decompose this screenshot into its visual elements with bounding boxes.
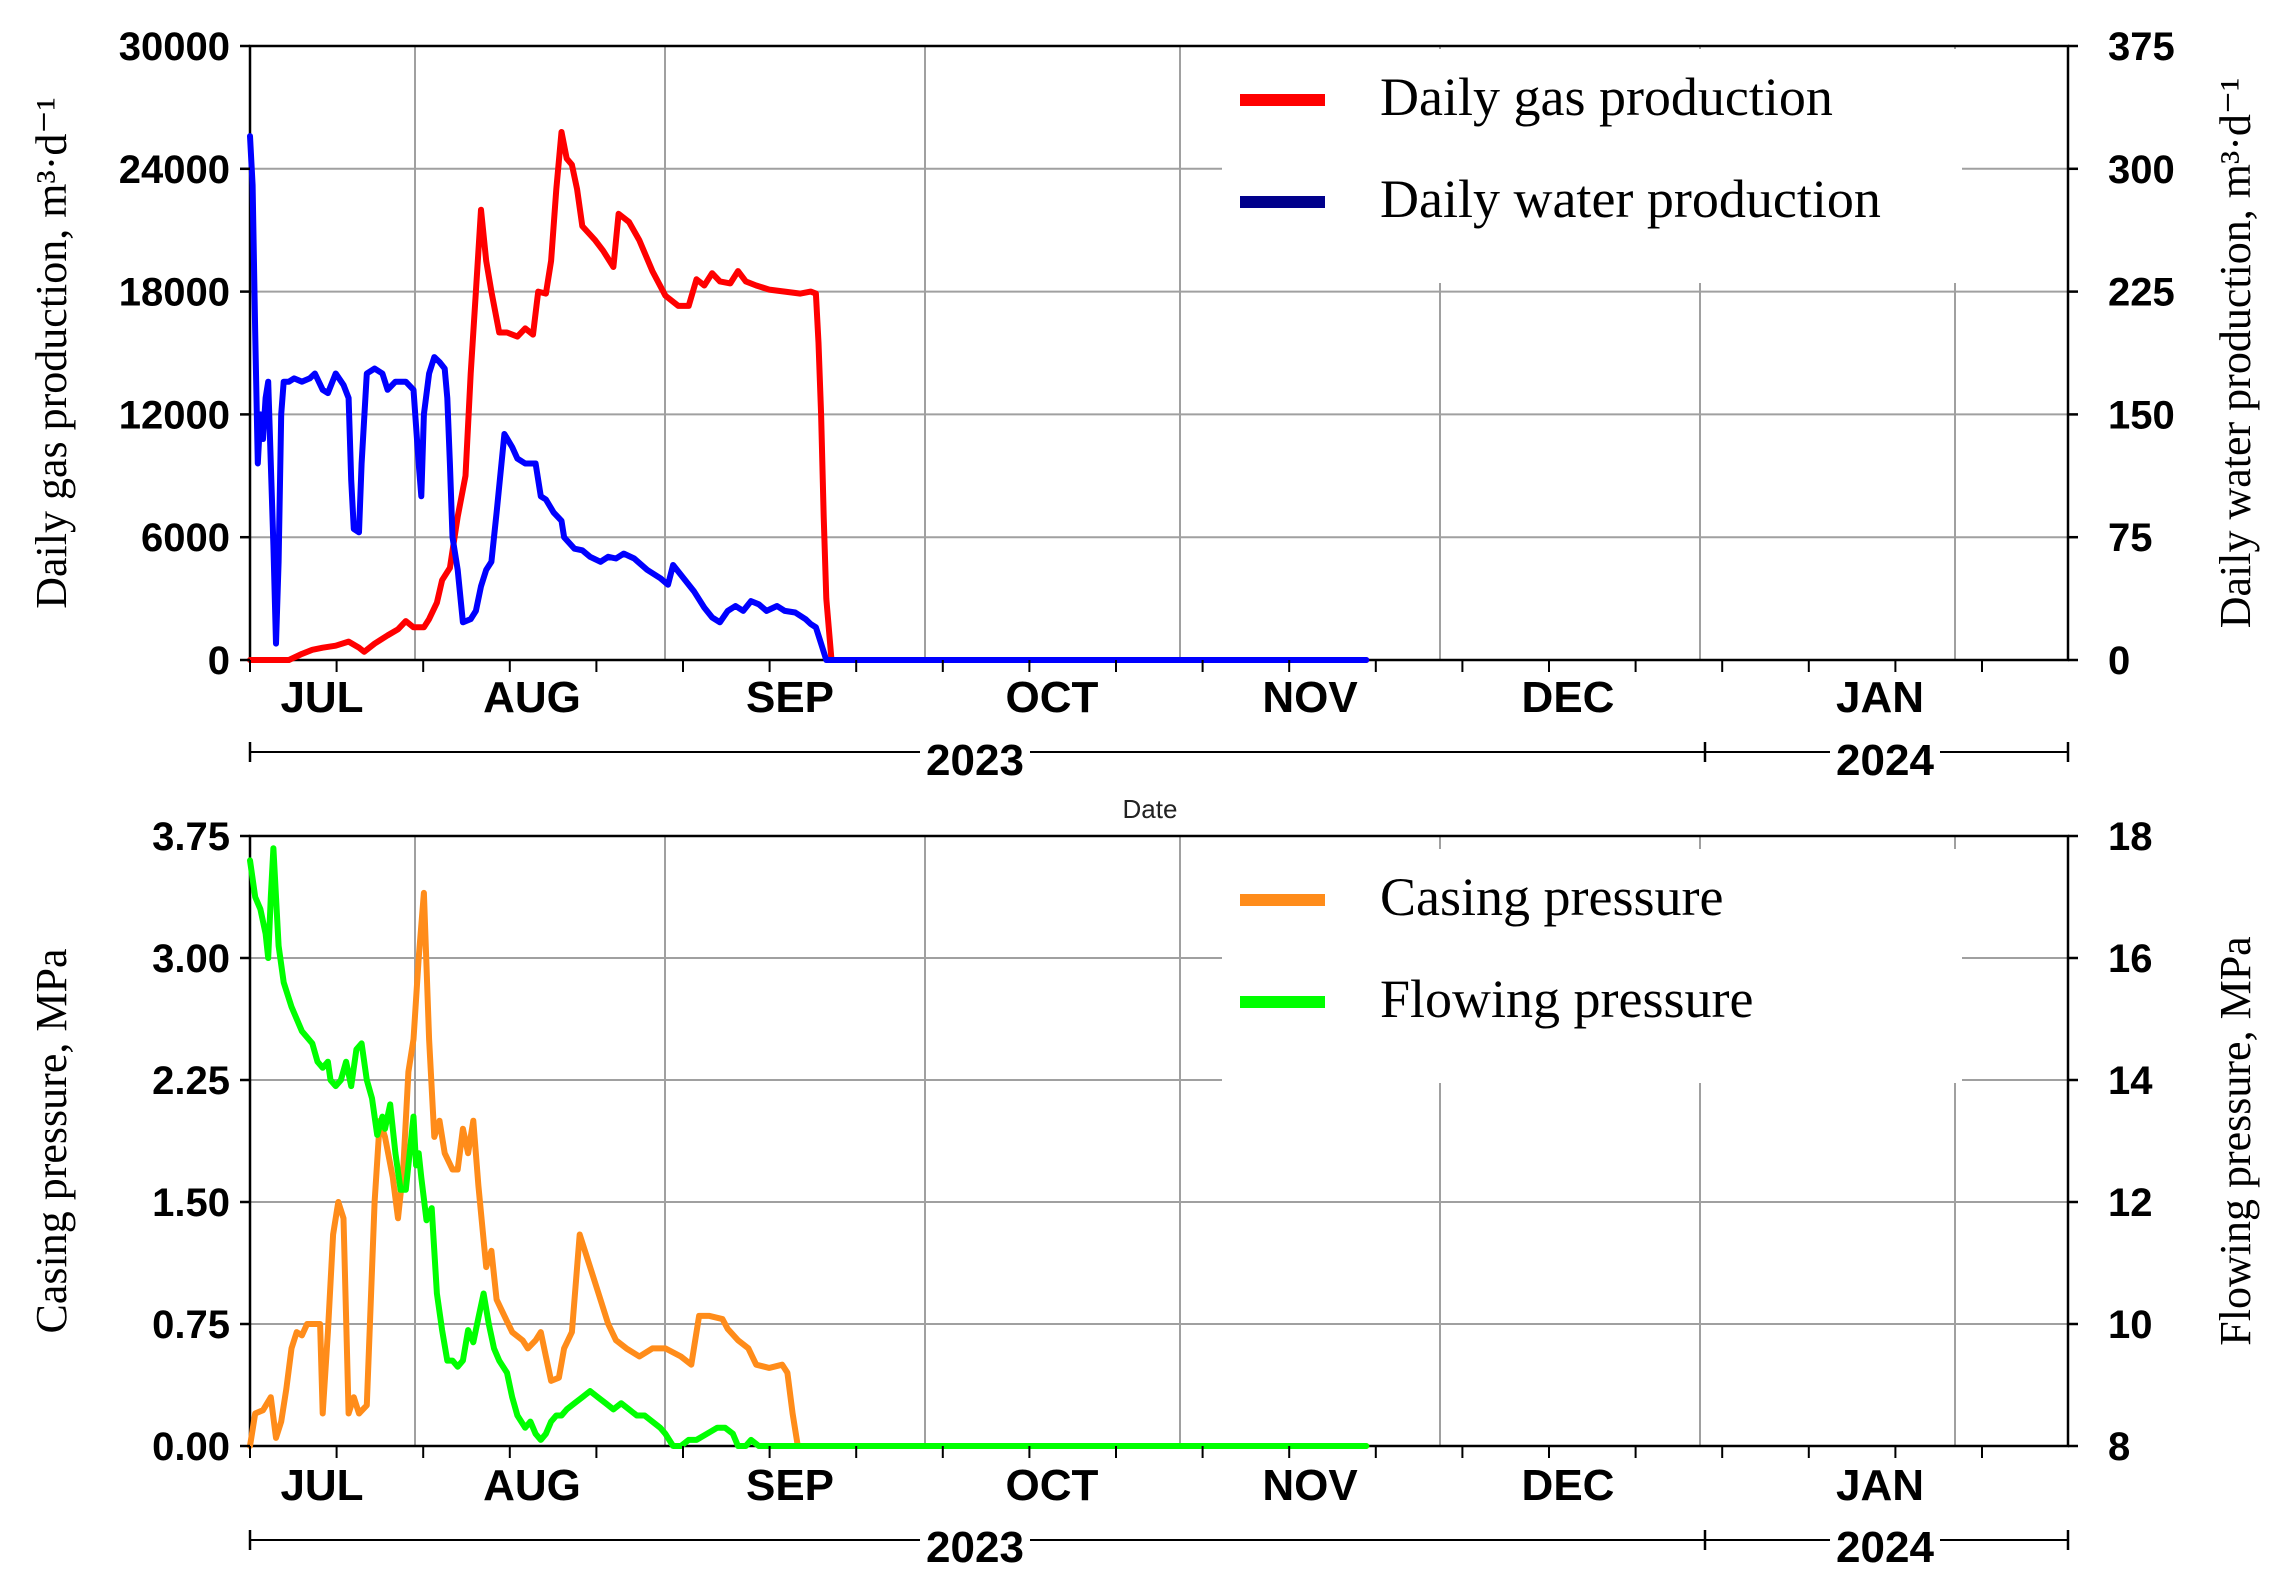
- y-tick-label: 0.00: [152, 1425, 230, 1469]
- casing-axis-ticks: 0.00 0.75 1.50 2.25 3.00 3.75: [152, 815, 250, 1469]
- pressure-series: [247, 845, 1370, 1449]
- month-tick-label: JAN: [1836, 673, 1924, 722]
- y2-tick-label: 8: [2108, 1425, 2130, 1469]
- legend-background: [1222, 49, 1962, 283]
- month-tick-label: AUG: [483, 1461, 581, 1510]
- y-tick-label: 0.75: [152, 1303, 230, 1347]
- month-tick-label: SEP: [746, 673, 834, 722]
- date-axis-caption: Date: [1123, 794, 1178, 824]
- month-tick-label: NOV: [1262, 1461, 1358, 1510]
- pressure-legend: Casing pressure Flowing pressure: [1222, 849, 1962, 1083]
- production-legend: Daily gas production Daily water producti…: [1222, 49, 1962, 283]
- month-tick-label: DEC: [1522, 1461, 1615, 1510]
- year-label: 2023: [926, 1523, 1024, 1572]
- pressure-date-axis: JUL AUG SEP OCT NOV DEC JAN 2023 2024: [248, 1446, 2070, 1572]
- month-tick-label: JUL: [280, 673, 363, 722]
- year-label-bg: [1830, 724, 1940, 774]
- production-date-axis: JUL AUG SEP OCT NOV DEC JAN 2023 2024: [248, 660, 2070, 785]
- y-tick-label: 2.25: [152, 1059, 230, 1103]
- gas-axis-ticks: 0 6000 12000 18000 24000 30000: [119, 25, 250, 683]
- y2-tick-label: 300: [2108, 148, 2175, 192]
- y-tick-label: 0: [208, 639, 230, 683]
- series-line-flowing-pressure: [247, 845, 1370, 1449]
- legend-background: [1222, 849, 1962, 1083]
- month-tick-label: OCT: [1006, 673, 1099, 722]
- y2-tick-label: 150: [2108, 393, 2175, 437]
- month-tick-label: OCT: [1006, 1461, 1099, 1510]
- y2-tick-label: 75: [2108, 516, 2153, 560]
- y2-tick-label: 12: [2108, 1181, 2153, 1225]
- y-tick-label: 30000: [119, 25, 230, 69]
- y-tick-label: 18000: [119, 271, 230, 315]
- y2-tick-label: 10: [2108, 1303, 2153, 1347]
- y2-tick-label: 0: [2108, 639, 2130, 683]
- month-tick-label: SEP: [746, 1461, 834, 1510]
- y2-tick-label: 18: [2108, 815, 2153, 859]
- year-label: 2024: [1836, 736, 1934, 785]
- y-tick-label: 12000: [119, 393, 230, 437]
- production-series: [247, 129, 1370, 663]
- series-line-casing-pressure: [247, 889, 1370, 1449]
- y-tick-label: 24000: [119, 148, 230, 192]
- water-axis-label: Daily water production, m³·d⁻¹: [2211, 78, 2260, 629]
- pressure-panel: 0.00 0.75 1.50 2.25 3.00 3.75 8 10 12 14 16 18 JUL…: [27, 815, 2260, 1572]
- water-axis-ticks: 0 75 150 225 300 375: [2068, 25, 2175, 683]
- casing-axis-label: Casing pressure, MPa: [27, 949, 76, 1334]
- production-panel: 0 6000 12000 18000 24000 30000 0 75 150 225 300 37…: [27, 25, 2260, 824]
- year-label-bg: [1830, 1512, 1940, 1562]
- y2-tick-label: 16: [2108, 937, 2153, 981]
- y-tick-label: 6000: [141, 516, 230, 560]
- y-tick-label: 1.50: [152, 1181, 230, 1225]
- legend-label: Flowing pressure: [1380, 969, 1753, 1029]
- y-tick-label: 3.75: [152, 815, 230, 859]
- flowing-axis-ticks: 8 10 12 14 16 18: [2068, 815, 2153, 1469]
- year-label: 2024: [1836, 1523, 1934, 1572]
- flowing-axis-label: Flowing pressure, MPa: [2211, 936, 2260, 1345]
- year-label-bg: [920, 1512, 1030, 1562]
- y-tick-label: 3.00: [152, 937, 230, 981]
- series-line-daily-gas-production: [247, 129, 1370, 663]
- year-label: 2023: [926, 736, 1024, 785]
- legend-label: Casing pressure: [1380, 867, 1723, 927]
- legend-label: Daily water production: [1380, 169, 1881, 229]
- month-tick-label: JAN: [1836, 1461, 1924, 1510]
- month-tick-label: AUG: [483, 673, 581, 722]
- gas-axis-label: Daily gas production, m³·d⁻¹: [27, 97, 76, 609]
- y2-tick-label: 14: [2108, 1059, 2153, 1103]
- month-tick-label: DEC: [1522, 673, 1615, 722]
- year-label-bg: [920, 724, 1030, 774]
- series-line-daily-water-production: [247, 133, 1370, 663]
- month-tick-label: JUL: [280, 1461, 363, 1510]
- y2-tick-label: 375: [2108, 25, 2175, 69]
- legend-label: Daily gas production: [1380, 67, 1833, 127]
- month-tick-label: NOV: [1262, 673, 1358, 722]
- y2-tick-label: 225: [2108, 271, 2175, 315]
